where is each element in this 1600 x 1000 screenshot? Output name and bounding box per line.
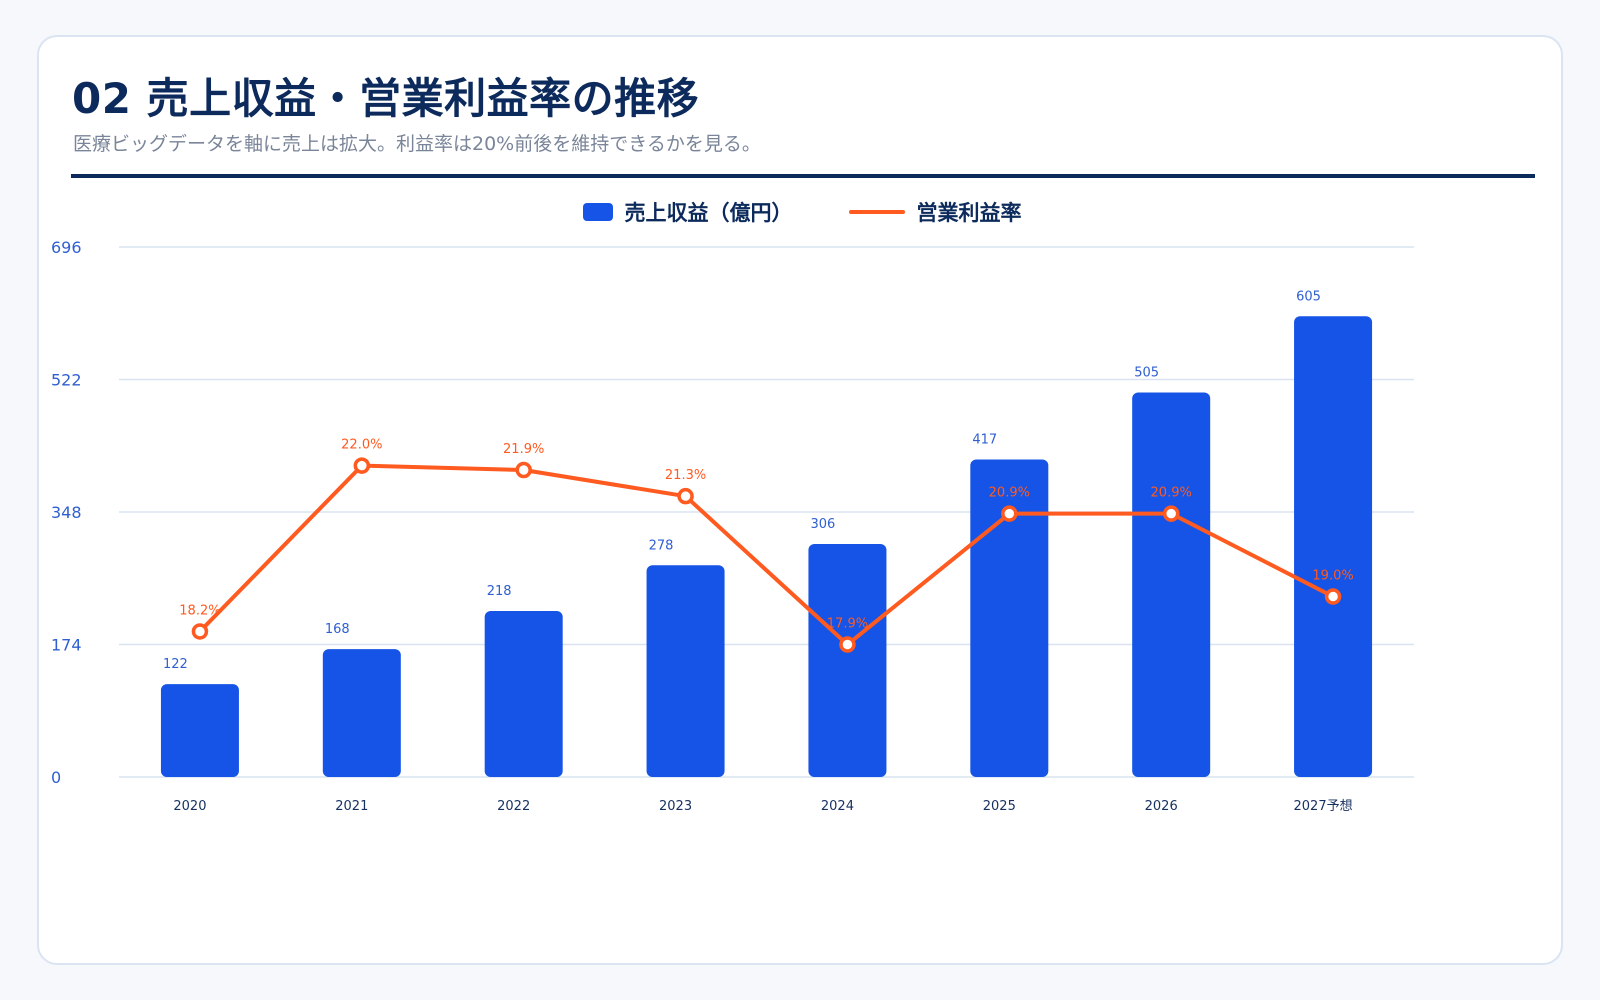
bar [970,459,1049,777]
chart-card: 02 売上収益・営業利益率の推移 医療ビッグデータを軸に売上は拡大。利益率は20… [37,35,1563,965]
y-tick-label: 174 [51,636,82,655]
legend-swatch-margin [848,210,905,214]
bar-value-label: 122 [163,657,188,672]
margin-point [677,487,694,505]
y-tick-label: 0 [51,768,61,787]
margin-value-label: 21.3% [665,468,706,483]
bar-value-label: 505 [1134,365,1159,380]
legend-item-margin: 営業利益率 [848,197,1022,227]
bar [160,684,239,777]
legend-label-revenue: 売上収益（億円） [624,201,793,225]
page-title: 02 売上収益・営業利益率の推移 [72,74,700,123]
margin-point [191,623,209,640]
x-tick-label: 2023 [659,799,692,814]
chart-legend: 売上収益（億円） 営業利益率 [39,197,1565,227]
bar [646,565,725,777]
legend-swatch-revenue [582,203,613,221]
margin-point [1001,505,1018,522]
margin-value-label: 20.9% [989,486,1030,501]
bar-value-label: 306 [810,517,835,532]
legend-item-revenue: 売上収益（億円） [582,197,793,227]
x-tick-label: 2025 [983,799,1016,814]
x-tick-label: 2022 [497,799,530,814]
x-tick-label: 2026 [1145,799,1178,814]
margin-value-label: 18.2% [179,603,220,618]
margin-point [353,457,371,474]
bar [1132,392,1211,777]
margin-point [515,461,532,479]
title-divider [71,174,1535,178]
legend-label-margin: 営業利益率 [916,201,1022,225]
bar-value-label: 605 [1296,289,1321,304]
bar-value-label: 218 [487,584,512,599]
x-tick-label: 2024 [821,799,854,814]
margin-point [1324,588,1342,605]
bar-value-label: 417 [972,432,997,447]
margin-value-label: 17.9% [827,617,868,632]
bar [322,649,401,777]
y-tick-label: 348 [51,503,82,522]
bar-value-label: 168 [325,622,350,637]
y-tick-label: 696 [51,238,82,257]
margin-point [1162,505,1180,522]
y-tick-label: 522 [51,371,82,390]
margin-value-label: 22.0% [341,438,382,453]
margin-line [197,463,1336,647]
x-tick-label: 2027予想 [1294,798,1353,814]
bar-value-label: 278 [649,538,674,553]
bar [484,610,563,777]
bar [1294,316,1373,777]
x-tick-label: 2020 [173,799,206,814]
margin-point [839,636,856,653]
bar [808,543,887,777]
margin-value-label: 19.0% [1312,569,1353,584]
margin-value-label: 21.9% [503,442,544,457]
combo-chart: 0 174 348 522 696 122 2020 168 2021 218 2022 278 202… [51,238,1414,814]
x-tick-label: 2021 [335,799,368,814]
margin-value-label: 20.9% [1151,486,1192,501]
page-subtitle: 医療ビッグデータを軸に売上は拡大。利益率は20%前後を維持できるかを見る。 [73,133,761,155]
